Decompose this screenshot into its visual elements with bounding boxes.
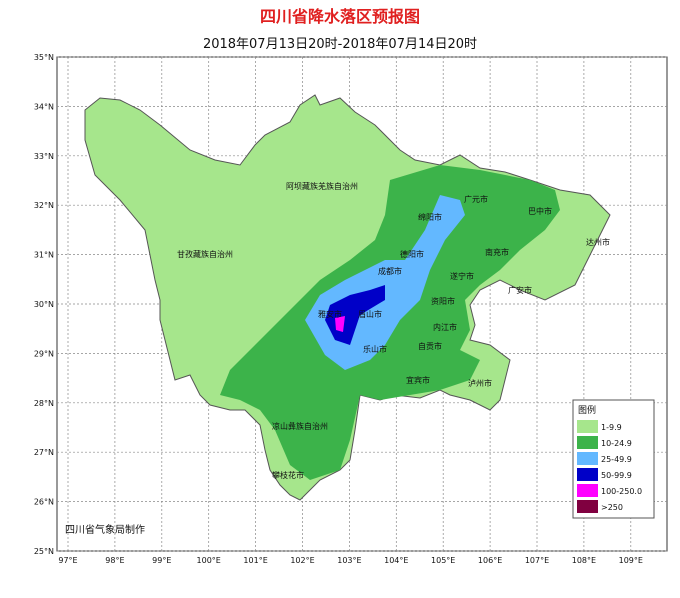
lon-tick-label: 97°E (58, 556, 77, 565)
lat-tick-label: 25°N (34, 547, 54, 556)
region-labels: 阿坝藏族羌族自治州 甘孜藏族自治州 广元市 巴中市 绵阳市 达州市 德阳市 南充… (177, 181, 610, 480)
region-label: 凉山彝族自治州 (272, 421, 328, 431)
region-label: 达州市 (586, 237, 610, 247)
region-label: 宜宾市 (406, 375, 430, 385)
lon-tick-label: 102°E (290, 556, 314, 565)
region-label: 泸州市 (468, 378, 492, 388)
lon-tick-label: 100°E (197, 556, 221, 565)
lat-tick-label: 32°N (34, 201, 54, 210)
region-label: 甘孜藏族自治州 (177, 249, 233, 259)
region-label: 广元市 (464, 194, 488, 204)
legend-swatch (577, 468, 598, 481)
region-label: 内江市 (433, 322, 457, 332)
title: 四川省降水落区预报图 (260, 7, 420, 26)
legend-swatch (577, 436, 598, 449)
lon-tick-label: 106°E (478, 556, 502, 565)
subtitle: 2018年07月13日20时-2018年07月14日20时 (203, 37, 477, 52)
legend-label: 100-250.0 (601, 487, 642, 496)
lat-tick-label: 33°N (34, 152, 54, 161)
lon-tick-label: 108°E (572, 556, 596, 565)
legend-title: 图例 (578, 404, 596, 416)
region-label: 遂宁市 (450, 271, 474, 281)
lon-tick-label: 99°E (152, 556, 171, 565)
lon-tick-label: 107°E (525, 556, 549, 565)
region-label: 眉山市 (358, 309, 382, 319)
lon-tick-label: 103°E (337, 556, 361, 565)
region-label: 德阳市 (400, 249, 424, 259)
region-label: 乐山市 (363, 344, 387, 354)
region-label: 资阳市 (431, 296, 455, 306)
credit: 四川省气象局制作 (65, 523, 145, 536)
lon-tick-label: 109°E (619, 556, 643, 565)
lat-tick-label: 27°N (34, 448, 54, 457)
region-label: 广安市 (508, 285, 532, 295)
lat-tick-label: 34°N (34, 102, 54, 111)
lat-tick-label: 28°N (34, 399, 54, 408)
region-label: 巴中市 (528, 206, 552, 216)
legend-swatch (577, 500, 598, 513)
rain-100 (335, 316, 345, 332)
region-label: 自贡市 (418, 341, 442, 351)
lat-tick-label: 35°N (34, 53, 54, 62)
legend-label: >250 (601, 503, 623, 512)
lon-tick-label: 104°E (384, 556, 408, 565)
lat-tick-label: 31°N (34, 251, 54, 260)
lon-tick-label: 98°E (105, 556, 124, 565)
legend-label: 1-9.9 (601, 423, 622, 432)
legend-label: 25-49.9 (601, 455, 632, 464)
legend-label: 10-24.9 (601, 439, 632, 448)
lat-tick-label: 29°N (34, 349, 54, 358)
region-label: 南充市 (485, 247, 509, 257)
lon-tick-label: 101°E (243, 556, 267, 565)
region-label: 阿坝藏族羌族自治州 (286, 181, 358, 191)
legend-label: 50-99.9 (601, 471, 632, 480)
region-label: 成都市 (378, 266, 402, 276)
legend: 图例 1-9.9 10-24.9 25-49.9 50-99.9 100-250.0 >2… (572, 399, 655, 519)
lat-tick-label: 26°N (34, 498, 54, 507)
legend-swatch (577, 484, 598, 497)
legend-swatch (577, 452, 598, 465)
region-label: 攀枝花市 (272, 470, 304, 480)
lon-tick-label: 105°E (431, 556, 455, 565)
region-label: 绵阳市 (418, 212, 442, 222)
region-label: 雅安市 (318, 309, 342, 319)
legend-swatch (577, 420, 598, 433)
lat-tick-label: 30°N (34, 300, 54, 309)
